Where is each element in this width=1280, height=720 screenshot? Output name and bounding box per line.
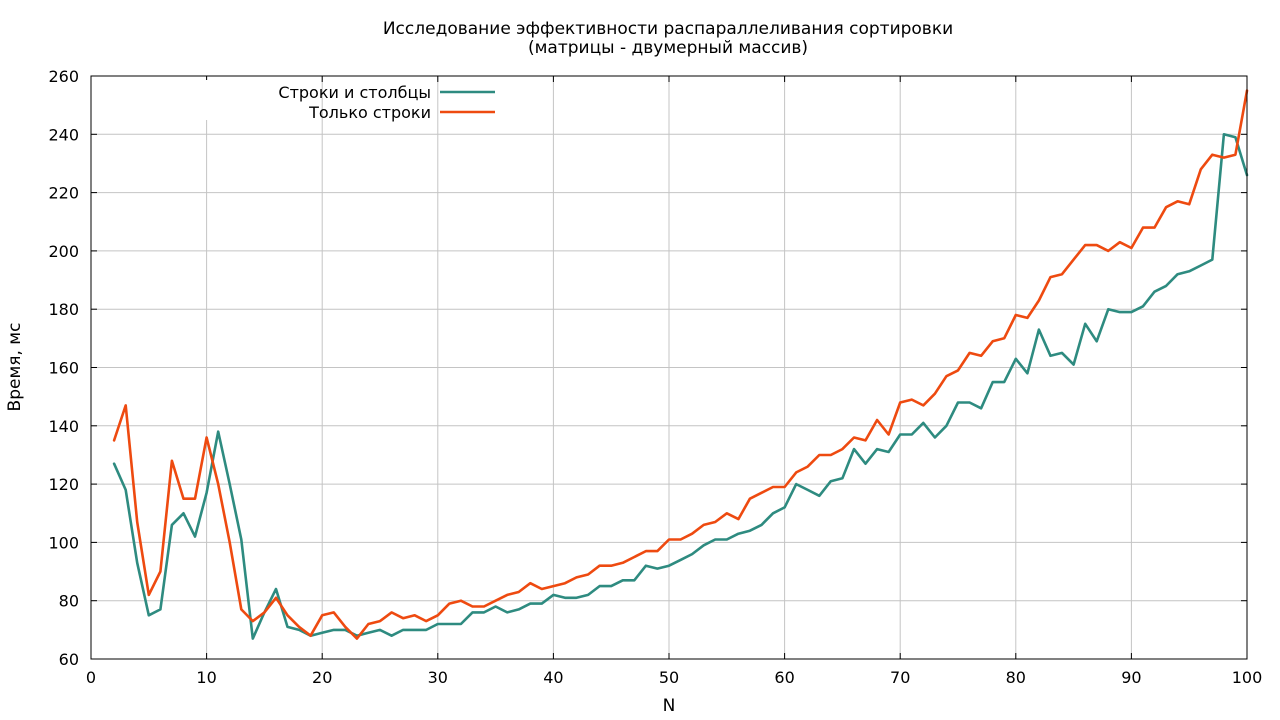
x-tick-label: 50 xyxy=(659,668,679,687)
y-tick-label: 160 xyxy=(48,359,79,378)
chart-subtitle: (матрицы - двумерный массив) xyxy=(528,38,808,58)
y-tick-label: 120 xyxy=(48,475,79,494)
x-tick-label: 20 xyxy=(312,668,332,687)
x-tick-label: 70 xyxy=(890,668,910,687)
y-tick-label: 60 xyxy=(59,650,79,669)
y-tick-label: 240 xyxy=(48,125,79,144)
x-tick-label: 60 xyxy=(774,668,794,687)
x-tick-label: 80 xyxy=(1006,668,1026,687)
x-tick-label: 40 xyxy=(543,668,563,687)
y-tick-label: 220 xyxy=(48,184,79,203)
y-tick-label: 180 xyxy=(48,300,79,319)
ticks: 0 10 20 30 40 50 60 70 80 90 100 60 80 100 120 140 160 18… xyxy=(48,67,1262,687)
y-tick-label: 140 xyxy=(48,417,79,436)
x-tick-label: 90 xyxy=(1121,668,1141,687)
y-tick-label: 200 xyxy=(48,242,79,261)
x-axis-label: N xyxy=(663,696,676,716)
x-tick-label: 0 xyxy=(86,668,96,687)
y-tick-label: 100 xyxy=(48,533,79,552)
y-axis-label: Время, мс xyxy=(5,323,25,412)
legend-label: Только строки xyxy=(308,103,431,122)
legend-background xyxy=(204,80,254,120)
series-line-1 xyxy=(112,89,1249,640)
series-layer xyxy=(112,89,1249,640)
grid xyxy=(91,76,1247,659)
legend-label: Строки и столбцы xyxy=(278,83,431,102)
y-tick-label: 80 xyxy=(59,592,79,611)
x-tick-label: 30 xyxy=(428,668,448,687)
chart-title: Исследование эффективности распараллелив… xyxy=(383,19,953,39)
x-tick-label: 10 xyxy=(196,668,216,687)
series-line-0 xyxy=(112,133,1249,640)
y-tick-label: 260 xyxy=(48,67,79,86)
x-tick-label: 100 xyxy=(1232,668,1263,687)
